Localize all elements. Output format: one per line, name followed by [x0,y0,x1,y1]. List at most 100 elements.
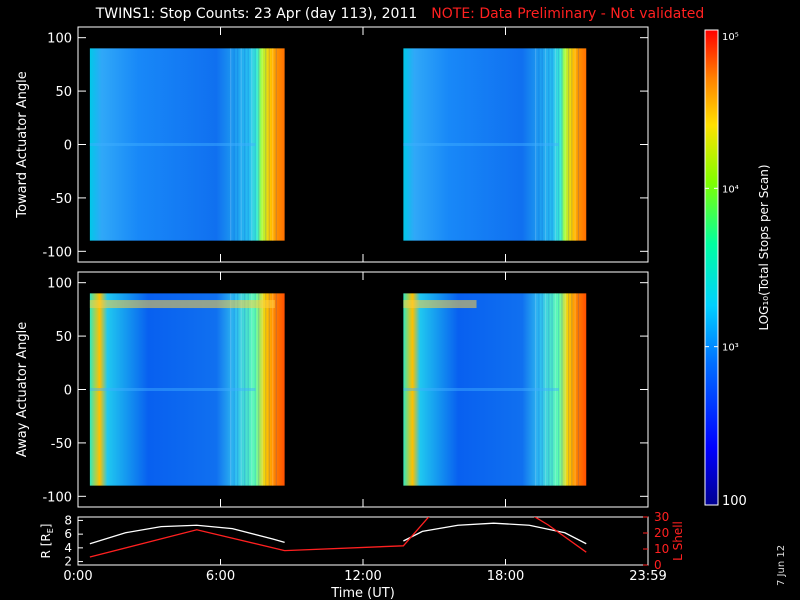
x-tick-label: 23:59 [629,569,666,584]
heatmap-block [89,293,285,486]
radial-distance-line [403,522,587,545]
r-axis-label: R [RE] [39,524,55,559]
chart-title: TWINS1: Stop Counts: 23 Apr (day 113), 2… [95,6,418,22]
heatmap-band [275,293,277,486]
y-tick-label: 0 [64,139,72,154]
heatmap-band [268,293,270,486]
heatmap-band [554,48,556,241]
heatmap-band [574,293,576,486]
heatmap-bright-band [403,300,477,309]
heatmap-band [247,48,249,241]
heatmap-band [548,48,550,241]
preliminary-note: NOTE: Data Preliminary - Not validated [431,6,705,22]
x-tick-label: 6:00 [206,569,235,584]
heatmap-band [261,293,263,486]
r-tick-label: 4 [64,541,72,555]
heatmap-band [571,293,573,486]
heatmap-band [551,293,553,486]
heatmap-band [558,48,560,241]
heatmap-block [403,48,587,241]
heatmap-band [541,293,543,486]
heatmap-band [251,48,253,241]
heatmap-band [571,48,573,241]
lshell-tick-label: 20 [654,526,669,540]
heatmap-band [258,48,260,241]
r-tick-label: 6 [64,527,72,541]
heatmap-band [254,293,256,486]
date-stamp: 7 Jun 12 [776,544,787,586]
heatmap-band [247,293,249,486]
heatmap-band [541,48,543,241]
heatmap-band [233,48,235,241]
x-tick-label: 12:00 [344,569,381,584]
heatmap-band [240,293,242,486]
colorbar [704,29,719,506]
heatmap-band [265,48,267,241]
r-tick-label: 2 [64,555,72,569]
y-tick-label: 100 [47,277,72,292]
heatmap-band [567,293,570,486]
heatmap-band [567,48,570,241]
heatmap-band [237,48,239,241]
heatmap-band [544,48,547,241]
heatmap-band [237,293,239,486]
heatmap-band [233,293,235,486]
y-tick-label: -50 [51,192,72,207]
heatmap-band [561,293,563,486]
r-tick-label: 8 [64,513,72,527]
heatmap-zero-band [403,143,559,146]
heatmap-band [244,48,246,241]
x-tick-label: 0:00 [63,569,92,584]
heatmap-zero-band [89,143,256,146]
heatmap-band [558,293,560,486]
heatmap-block [403,293,587,486]
heatmap-zero-band [403,388,559,391]
heatmap-zero-band [89,388,256,391]
chart-title-row: TWINS1: Stop Counts: 23 Apr (day 113), 2… [0,6,800,22]
heatmap-bright-band [89,300,275,309]
y-axis-label: Toward Actuator Angle [15,71,30,218]
heatmap-band [554,293,556,486]
x-axis-label: Time (UT) [330,586,395,600]
l-shell-line [533,517,587,553]
heatmap-band [548,293,550,486]
heatmap-band [551,48,553,241]
y-tick-label: -100 [42,245,72,260]
heatmap-block [89,48,285,241]
y-tick-label: -100 [42,490,72,505]
y-tick-label: 100 [47,32,72,47]
y-tick-label: 0 [64,384,72,399]
colorbar-tick-label: 10⁵ [722,32,739,43]
heatmap-band [564,48,566,241]
radial-distance-line [89,524,285,545]
heatmap-band [577,293,580,486]
colorbar-label: LOG₁₀(Total Stops per Scan) [757,164,771,330]
lshell-tick-label: 0 [654,558,662,572]
heatmap-band [561,48,563,241]
heatmap-band [538,293,540,486]
y-tick-label: 50 [55,85,72,100]
heatmap-band [574,48,576,241]
heatmap-band [254,48,256,241]
orbit-panel-frame [77,516,649,566]
colorbar-tick-label: 10³ [722,343,739,354]
heatmap-band [240,48,242,241]
l-shell-line [89,517,430,558]
heatmap-band [538,48,540,241]
heatmap-band [268,48,270,241]
heatmap-band [230,293,232,486]
heatmap-band [265,293,267,486]
heatmap-band [251,293,253,486]
heatmap-band [244,293,246,486]
colorbar-tick-label: 10⁴ [722,184,739,195]
x-tick-label: 18:00 [487,569,524,584]
lshell-tick-label: 10 [654,542,669,556]
heatmap-band [564,293,566,486]
heatmap-band [544,293,547,486]
heatmap-band [261,48,263,241]
heatmap-band [258,293,260,486]
heatmap-band [230,48,232,241]
y-tick-label: -50 [51,437,72,452]
heatmap-band [535,293,537,486]
